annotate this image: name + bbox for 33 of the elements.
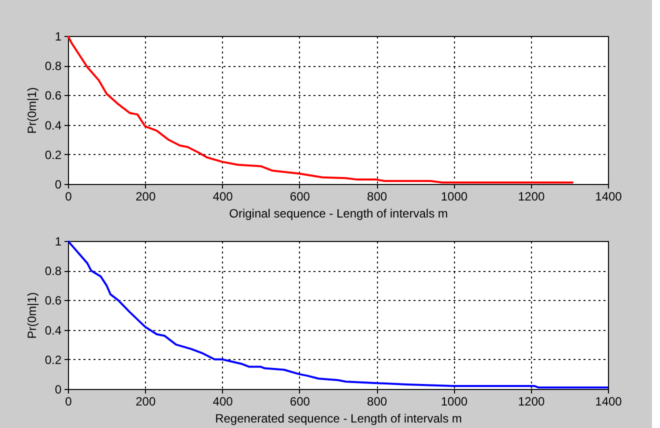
- y-axis-title: Pr(0m|1): [24, 292, 39, 339]
- y-tick-label: 0.8: [44, 59, 62, 74]
- y-tick-label: 0.4: [44, 118, 62, 132]
- y-tick-label: 0.2: [44, 352, 62, 367]
- x-tick-label: 400: [212, 190, 234, 204]
- x-tick-label: 600: [290, 190, 310, 204]
- line-series: [67, 35, 574, 184]
- x-tick-label: 800: [367, 394, 388, 408]
- y-tick-label: 0.6: [44, 294, 62, 308]
- x-axis-title: Original sequence - Length of intervals m: [229, 206, 448, 220]
- x-tick-label: 0: [65, 394, 72, 408]
- x-tick-label: 200: [136, 394, 156, 408]
- x-tick-label: 600: [290, 394, 310, 408]
- y-tick-label: 0: [54, 382, 62, 396]
- x-tick-label: 1200: [518, 190, 546, 204]
- y-tick-label: 0.4: [44, 323, 62, 338]
- y-tick-label: 0.6: [44, 88, 62, 103]
- x-tick-label: 1400: [595, 394, 622, 408]
- x-tick-label: 800: [367, 190, 388, 204]
- x-axis-title: Regenerated sequence - Length of intervals m: [215, 412, 462, 426]
- x-tick-label: 1400: [595, 190, 622, 204]
- y-axis-title: Pr(0m|1): [24, 87, 39, 134]
- x-tick-label: 1200: [518, 394, 546, 408]
- x-tick-label: 400: [212, 394, 234, 408]
- x-tick-label: 1000: [440, 190, 468, 204]
- x-tick-label: 0: [65, 190, 72, 204]
- y-tick-label: 1: [54, 234, 62, 248]
- y-tick-label: 0.2: [44, 148, 62, 162]
- x-tick-label: 200: [136, 190, 156, 204]
- y-tick-label: 0.8: [44, 264, 62, 278]
- y-tick-label: 1: [54, 30, 62, 44]
- x-tick-label: 1000: [440, 394, 468, 408]
- y-tick-label: 0: [54, 178, 62, 192]
